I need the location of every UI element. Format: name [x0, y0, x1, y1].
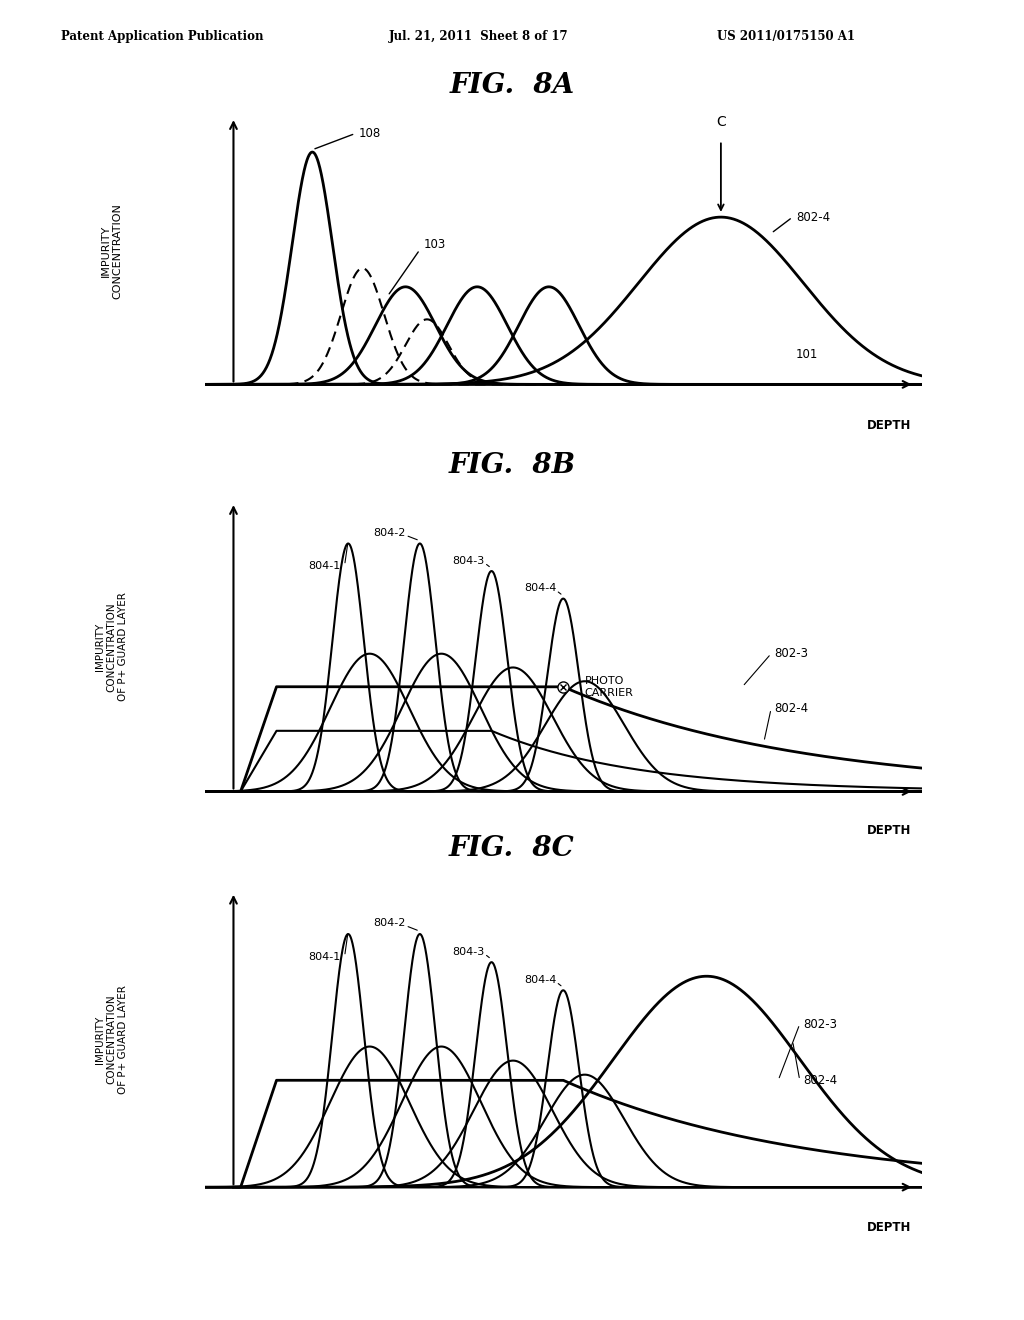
Text: 804-4: 804-4: [524, 583, 556, 593]
Text: 802-3: 802-3: [803, 1018, 838, 1031]
Text: PHOTO
CARRIER: PHOTO CARRIER: [585, 676, 634, 697]
Text: 802-4: 802-4: [796, 211, 830, 223]
Text: FIG.  8A: FIG. 8A: [450, 73, 574, 99]
Text: 804-4: 804-4: [524, 974, 556, 985]
Text: 108: 108: [358, 127, 381, 140]
Text: DEPTH: DEPTH: [866, 824, 911, 837]
Text: FIG.  8C: FIG. 8C: [450, 836, 574, 862]
Text: 804-1: 804-1: [309, 952, 341, 962]
Text: 802-4: 802-4: [774, 702, 809, 715]
Text: 103: 103: [424, 239, 445, 252]
Text: 802-3: 802-3: [774, 647, 809, 660]
Text: US 2011/0175150 A1: US 2011/0175150 A1: [717, 30, 855, 44]
Text: 804-2: 804-2: [373, 528, 406, 539]
Text: IMPURITY
CONCENTRATION
OF P+ GUARD LAYER: IMPURITY CONCENTRATION OF P+ GUARD LAYER: [95, 985, 128, 1094]
Text: C: C: [716, 115, 726, 129]
Text: 804-3: 804-3: [453, 556, 484, 565]
Text: IMPURITY
CONCENTRATION: IMPURITY CONCENTRATION: [100, 203, 123, 298]
Text: Patent Application Publication: Patent Application Publication: [61, 30, 264, 44]
Text: DEPTH: DEPTH: [866, 1221, 911, 1234]
Text: Jul. 21, 2011  Sheet 8 of 17: Jul. 21, 2011 Sheet 8 of 17: [389, 30, 568, 44]
Text: 802-4: 802-4: [803, 1073, 838, 1086]
Text: 804-1: 804-1: [309, 561, 341, 572]
Text: 101: 101: [796, 347, 818, 360]
Text: 804-3: 804-3: [453, 946, 484, 957]
Text: 804-2: 804-2: [373, 919, 406, 928]
Text: IMPURITY
CONCENTRATION
OF P+ GUARD LAYER: IMPURITY CONCENTRATION OF P+ GUARD LAYER: [95, 593, 128, 701]
Text: DEPTH: DEPTH: [866, 420, 911, 432]
Text: FIG.  8B: FIG. 8B: [449, 453, 575, 479]
